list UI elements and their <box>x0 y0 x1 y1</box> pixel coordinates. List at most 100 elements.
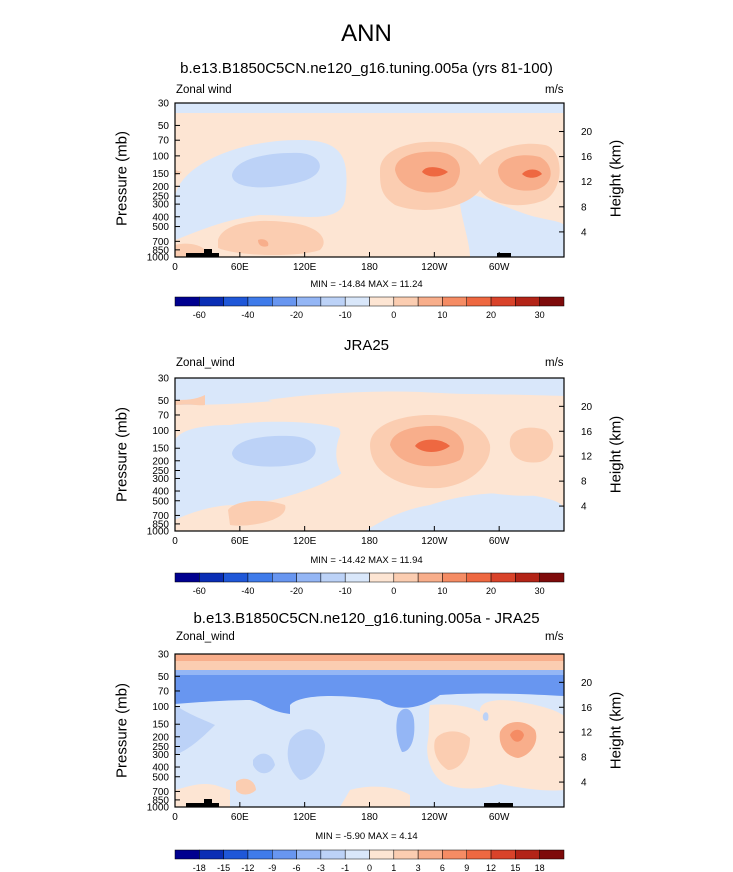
colorbar-label: 10 <box>437 586 447 596</box>
y-tick-label: 70 <box>158 410 170 421</box>
colorbar-swatch <box>344 296 370 307</box>
field-model <box>175 103 564 257</box>
colorbar-label: 20 <box>486 586 496 596</box>
y-tick-label: 500 <box>152 496 169 507</box>
x-tick-label: 180 <box>361 536 378 547</box>
colorbar-swatch <box>393 572 419 583</box>
colorbar-swatch <box>296 296 322 307</box>
colorbar-label: -20 <box>290 586 303 596</box>
colorbar-label: 3 <box>416 863 421 872</box>
x-tick-label: 0 <box>172 262 178 273</box>
y-tick-label: 150 <box>152 169 169 180</box>
colorbar-label: -20 <box>290 310 303 320</box>
main-title: ANN <box>341 20 392 47</box>
colorbar-swatch <box>393 296 419 307</box>
y-tick-label: 500 <box>152 772 169 783</box>
x-tick-label: 60E <box>231 812 249 823</box>
y-tick-label: 50 <box>158 121 170 132</box>
colorbar-label: 30 <box>535 310 545 320</box>
colorbar-1: -60 -40 -20 -10 0 10 20 30 <box>174 296 565 320</box>
colorbar-swatch <box>344 849 370 860</box>
colorbar-swatch <box>199 572 224 583</box>
colorbar-swatch <box>369 296 395 307</box>
colorbar-swatch <box>539 849 565 860</box>
panel-title: b.e13.B1850C5CN.ne120_g16.tuning.005a (y… <box>180 60 553 77</box>
y2-tick-label: 4 <box>581 778 587 789</box>
y2-tick-label: 16 <box>581 152 593 163</box>
colorbar-swatch <box>223 572 249 583</box>
y2-tick-label: 8 <box>581 477 587 488</box>
y2-tick-label: 12 <box>581 177 593 188</box>
colorbar-swatch <box>369 572 395 583</box>
x-tick-label: 180 <box>361 262 378 273</box>
y2-tick-label: 16 <box>581 703 593 714</box>
colorbar-swatch <box>199 849 224 860</box>
colorbar-swatch <box>272 572 297 583</box>
x-tick-label: 120W <box>421 536 448 547</box>
x-tick-label: 120E <box>293 262 317 273</box>
y-tick-label: 400 <box>152 763 169 774</box>
colorbar-swatch <box>466 296 492 307</box>
x-tick-label: 60W <box>489 812 510 823</box>
colorbar-swatch <box>247 296 273 307</box>
colorbar-label: -3 <box>317 863 325 872</box>
colorbar-swatch <box>369 849 395 860</box>
y-tick-label: 250 <box>152 192 169 203</box>
colorbar-label: 1 <box>391 863 396 872</box>
colorbar-swatch <box>296 849 322 860</box>
colorbar-label: 9 <box>464 863 469 872</box>
colorbar-label: -60 <box>193 586 206 596</box>
colorbar-label: 20 <box>486 310 496 320</box>
x-tick-label: 120E <box>293 536 317 547</box>
y-tick-label: 700 <box>152 511 169 522</box>
colorbar-label: 0 <box>391 310 396 320</box>
colorbar-swatch <box>417 296 443 307</box>
colorbar-swatch <box>466 849 492 860</box>
colorbar-swatch <box>539 572 565 583</box>
colorbar-label: -6 <box>293 863 301 872</box>
y2-tick-label: 20 <box>581 402 593 413</box>
colorbar-swatch <box>515 572 540 583</box>
colorbar-3: -18 -15 -12 -9 -6 -3 -1 0 1 3 6 9 12 15 18 <box>174 849 565 872</box>
colorbar-swatch <box>296 572 322 583</box>
x-tick-label: 60E <box>231 536 249 547</box>
colorbar-label: -9 <box>268 863 276 872</box>
y-tick-label: 1000 <box>147 253 170 264</box>
y2-tick-label: 20 <box>581 127 593 138</box>
min-max-stats: MIN = -14.42 MAX = 11.94 <box>310 555 423 566</box>
y2-tick-label: 20 <box>581 678 593 689</box>
colorbar-swatch <box>247 849 273 860</box>
y-tick-label: 500 <box>152 222 169 233</box>
colorbar-label: 15 <box>510 863 520 872</box>
colorbar-label: 0 <box>391 586 396 596</box>
colorbar-label: 30 <box>535 586 545 596</box>
y-tick-label: 700 <box>152 237 169 248</box>
x-tick-label: 60W <box>489 262 510 273</box>
y2-tick-label: 8 <box>581 753 587 764</box>
y-tick-label: 1000 <box>147 527 170 538</box>
colorbar-swatch <box>515 849 540 860</box>
colorbar-swatch <box>320 849 346 860</box>
y-tick-label: 200 <box>152 456 169 467</box>
variable-label: Zonal wind <box>176 84 232 96</box>
y-tick-label: 1000 <box>147 803 170 814</box>
colorbar-label: -10 <box>339 586 352 596</box>
colorbar-swatch <box>320 572 346 583</box>
y-tick-label: 300 <box>152 200 169 211</box>
colorbar-swatch <box>539 296 565 307</box>
y-tick-label: 30 <box>158 374 170 385</box>
x-tick-label: 0 <box>172 536 178 547</box>
colorbar-swatch <box>466 572 492 583</box>
variable-label: Zonal_wind <box>176 631 235 643</box>
colorbar-label: 0 <box>367 863 372 872</box>
y-tick-label: 70 <box>158 686 170 697</box>
colorbar-swatch <box>490 296 516 307</box>
y-tick-label: 150 <box>152 444 169 455</box>
y2-tick-label: 12 <box>581 452 593 463</box>
min-max-stats: MIN = -14.84 MAX = 11.24 <box>310 279 423 290</box>
y-tick-label: 50 <box>158 672 170 683</box>
